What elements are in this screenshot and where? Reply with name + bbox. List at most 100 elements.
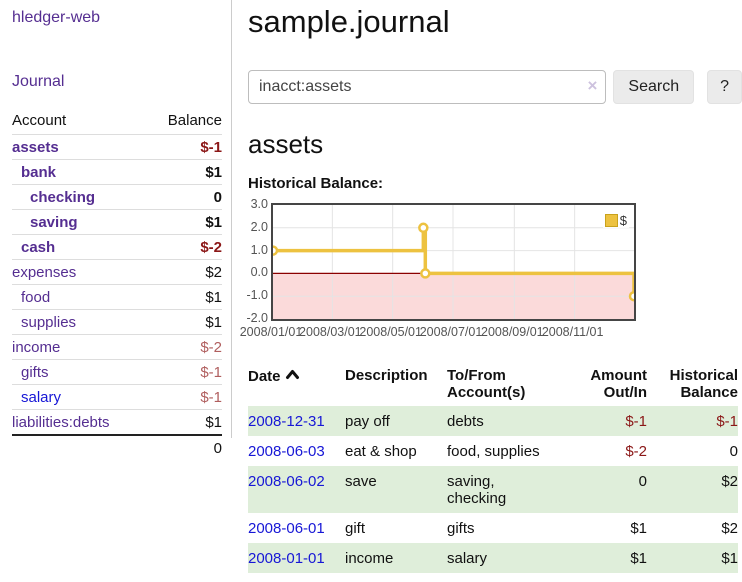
account-link[interactable]: bank	[21, 164, 57, 181]
account-row-gifts: gifts $-1	[12, 359, 222, 384]
account-page-title: assets	[248, 129, 324, 159]
account-balance: $1	[205, 414, 222, 431]
accounts-table: Account Balance assets $-1 bank $1 check…	[12, 108, 222, 460]
legend-swatch-icon	[604, 214, 618, 227]
transaction-accounts: saving, checking	[447, 466, 562, 513]
transaction-date-link[interactable]: 2008-06-02	[248, 473, 325, 490]
transaction-amount: 0	[562, 466, 647, 513]
account-balance: $2	[205, 264, 222, 281]
transaction-description: eat & shop	[345, 443, 417, 460]
chart-plot: $	[271, 203, 636, 321]
transaction-amount: $-1	[562, 406, 647, 436]
transaction-accounts: debts	[447, 406, 562, 436]
account-row-food: food $1	[12, 284, 222, 309]
legend-label: $	[619, 213, 627, 228]
transaction-description: gift	[345, 520, 366, 537]
transaction-date-link[interactable]: 2008-12-31	[248, 413, 325, 430]
transaction-description: save	[345, 466, 447, 513]
y-axis-tick-label: -1.0	[246, 288, 268, 303]
account-row-liabilities-debts: liabilities:debts $1	[12, 409, 222, 434]
x-axis-tick-label: 2008/11/01	[541, 325, 604, 339]
transaction-balance: $1	[647, 543, 738, 573]
y-axis-tick-label: -2.0	[246, 311, 268, 325]
register-header-date[interactable]: Date	[248, 364, 345, 406]
chart-y-labels: 3.0 2.0 1.0 0.0 -1.0 -2.0	[240, 197, 268, 325]
account-row-checking: checking 0	[12, 184, 222, 209]
accounts-header-account: Account	[12, 112, 67, 129]
x-axis-tick-label: 2008/01/01	[239, 325, 303, 339]
y-axis-tick-label: 0.0	[250, 265, 268, 280]
transaction-description: income	[345, 543, 447, 573]
register-row: 2008-06-01 gift gifts $1 $2	[248, 513, 738, 543]
x-axis-tick-label: 2008/03/01	[299, 325, 362, 339]
register-header-account: To/From Account(s)	[447, 367, 526, 401]
transaction-accounts: food, supplies	[447, 443, 540, 460]
transaction-balance: $2	[721, 520, 738, 537]
account-link[interactable]: salary	[21, 389, 62, 406]
help-button[interactable]: ?	[707, 70, 742, 104]
search-bar: × Search ?	[248, 70, 742, 104]
account-balance: 0	[213, 189, 222, 206]
register-header-amount: Amount Out/In	[590, 367, 647, 401]
transaction-date-link[interactable]: 2008-01-01	[248, 550, 325, 567]
transaction-balance: 0	[729, 443, 738, 460]
transaction-balance: $2	[647, 466, 738, 513]
register-table: Date Description To/From Account(s) Amou…	[248, 364, 738, 573]
account-link[interactable]: gifts	[21, 364, 49, 381]
sort-ascending-icon	[285, 367, 300, 384]
chart-x-labels: 2008/01/01 2008/03/01 2008/05/01 2008/07/01…	[240, 325, 742, 341]
account-row-salary: salary $-1	[12, 384, 222, 409]
register-row: 2008-06-03 eat & shop food, supplies $-2…	[248, 436, 738, 466]
account-balance: $1	[205, 164, 222, 181]
account-link[interactable]: supplies	[21, 314, 77, 331]
transaction-amount: $1	[562, 543, 647, 573]
account-row-income: income $-2	[12, 334, 222, 359]
register-row: 2008-12-31 pay off debts $-1 $-1	[248, 406, 738, 436]
accounts-header-balance: Balance	[167, 112, 222, 129]
chart-title: Historical Balance:	[248, 175, 384, 192]
account-link[interactable]: food	[21, 289, 51, 306]
transaction-accounts: salary	[447, 543, 562, 573]
transaction-date-link[interactable]: 2008-06-03	[248, 443, 325, 460]
register-header-balance: Historical Balance	[669, 367, 738, 401]
register-header-description: Description	[345, 367, 428, 384]
register-header-row: Date Description To/From Account(s) Amou…	[248, 364, 738, 406]
sidebar-item-journal[interactable]: Journal	[12, 73, 65, 90]
account-balance: $-2	[200, 339, 222, 356]
app-title-link[interactable]: hledger-web	[12, 9, 101, 26]
sidebar: hledger-web Journal Account Balance asse…	[0, 0, 231, 582]
account-link[interactable]: assets	[12, 139, 59, 156]
account-balance: $-1	[200, 389, 222, 406]
account-link[interactable]: checking	[30, 189, 96, 206]
page-title: sample.journal	[248, 4, 450, 39]
accounts-total-row: 0	[12, 434, 222, 460]
account-balance: $-2	[200, 239, 222, 256]
search-button[interactable]: Search	[613, 70, 695, 104]
y-axis-tick-label: 2.0	[250, 219, 268, 234]
transaction-description: pay off	[345, 406, 447, 436]
account-row-assets: assets $-1	[12, 134, 222, 159]
transaction-balance: $-1	[647, 406, 738, 436]
x-axis-tick-label: 2008/07/01	[419, 325, 483, 339]
account-row-saving: saving $1	[12, 209, 222, 234]
search-input[interactable]	[248, 70, 607, 104]
sidebar-divider	[231, 0, 232, 438]
x-axis-tick-label: 2008/09/01	[481, 325, 544, 339]
account-link[interactable]: liabilities:debts	[12, 414, 110, 431]
account-link[interactable]: cash	[21, 239, 56, 256]
transaction-accounts: gifts	[447, 520, 475, 537]
accounts-header: Account Balance	[12, 108, 222, 134]
account-link[interactable]: expenses	[12, 264, 77, 281]
x-axis-tick-label: 2008/05/01	[359, 325, 422, 339]
account-row-cash: cash $-2	[12, 234, 222, 259]
account-link[interactable]: saving	[30, 214, 78, 231]
transaction-amount: $-2	[625, 443, 647, 460]
account-link[interactable]: income	[12, 339, 61, 356]
clear-search-icon[interactable]: ×	[587, 76, 598, 95]
register-row: 2008-06-02 save saving, checking 0 $2	[248, 466, 738, 513]
account-balance: $1	[205, 289, 222, 306]
y-axis-tick-label: 3.0	[250, 197, 268, 211]
y-axis-tick-label: 1.0	[250, 242, 268, 257]
transaction-date-link[interactable]: 2008-06-01	[248, 520, 325, 537]
main-content: sample.journal × Search ? assets Histori…	[240, 0, 742, 573]
